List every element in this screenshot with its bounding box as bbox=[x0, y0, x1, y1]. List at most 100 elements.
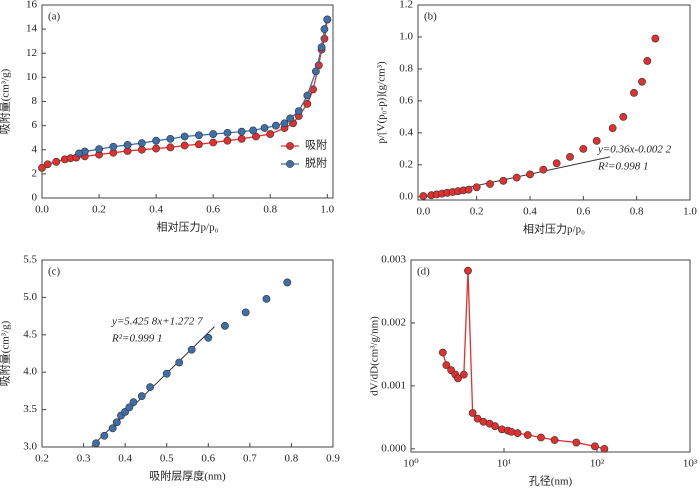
series-line bbox=[442, 270, 605, 450]
point bbox=[123, 141, 132, 149]
annotation: y=5.425 8x+1.272 7 bbox=[111, 316, 203, 328]
point bbox=[137, 145, 146, 154]
point bbox=[550, 436, 559, 444]
point bbox=[95, 145, 103, 154]
point bbox=[137, 139, 146, 148]
point bbox=[152, 136, 161, 145]
y-axis-label: p/[V(p₀-p)](g/cm³) bbox=[376, 61, 388, 144]
point bbox=[129, 398, 138, 407]
point bbox=[223, 136, 232, 145]
point bbox=[52, 157, 61, 166]
point bbox=[166, 143, 175, 152]
point bbox=[237, 127, 246, 136]
point bbox=[303, 91, 312, 100]
x-tick-label: 0.8 bbox=[263, 204, 277, 216]
point bbox=[286, 114, 295, 123]
point bbox=[454, 374, 462, 383]
point bbox=[38, 163, 46, 172]
x-tick-label: 0.9 bbox=[326, 453, 340, 465]
point bbox=[512, 173, 521, 182]
point bbox=[75, 149, 83, 158]
point bbox=[112, 418, 121, 427]
point bbox=[272, 121, 280, 130]
x-tick-label: 0.2 bbox=[470, 206, 484, 218]
panel-letter: (d) bbox=[417, 266, 430, 278]
plot-frame bbox=[41, 4, 334, 199]
point bbox=[204, 333, 213, 342]
point bbox=[162, 369, 171, 378]
y-tick-label: 0.2 bbox=[399, 158, 413, 170]
point bbox=[468, 409, 477, 417]
x-axis-label: 相对压力p/p₀ bbox=[157, 220, 219, 234]
plot-frame bbox=[417, 4, 691, 201]
x-tick-label: 0.8 bbox=[630, 206, 644, 218]
y-tick-label: 16 bbox=[26, 0, 38, 11]
panel-letter: (a) bbox=[48, 11, 61, 23]
y-axis-label: 吸附量(cm³/g) bbox=[0, 320, 12, 386]
point bbox=[223, 128, 232, 137]
y-tick-label: 1.0 bbox=[399, 30, 413, 42]
point bbox=[100, 431, 109, 440]
x-axis-label: 相对压力p/p₀ bbox=[523, 222, 585, 236]
point bbox=[537, 433, 545, 442]
point bbox=[459, 370, 468, 379]
point bbox=[175, 358, 184, 367]
y-tick-label: 0 bbox=[32, 192, 38, 204]
y-tick-label: 0.4 bbox=[399, 126, 413, 138]
y-tick-label: 2 bbox=[32, 167, 38, 179]
point bbox=[592, 136, 601, 145]
x-tick-label: 1.0 bbox=[320, 204, 334, 216]
point bbox=[320, 25, 329, 34]
y-tick-label: 0.002 bbox=[381, 316, 406, 328]
y-tick-label: 0.8 bbox=[399, 62, 413, 74]
point bbox=[221, 321, 229, 330]
y-tick-label: 3.5 bbox=[23, 403, 37, 415]
point bbox=[619, 112, 628, 121]
panel-letter: (b) bbox=[424, 11, 437, 23]
y-tick-label: 12 bbox=[26, 47, 37, 59]
y-tick-label: 1.2 bbox=[399, 0, 413, 11]
x-tick-label: 0.6 bbox=[576, 206, 590, 218]
point bbox=[137, 392, 146, 401]
point bbox=[241, 308, 250, 317]
y-tick-label: 4.5 bbox=[23, 328, 37, 340]
x-tick-label: 0.4 bbox=[118, 453, 132, 465]
legend-marker bbox=[286, 142, 294, 150]
point bbox=[572, 438, 581, 447]
point bbox=[507, 427, 516, 436]
point bbox=[294, 107, 303, 116]
point bbox=[630, 89, 638, 97]
y-tick-label: 14 bbox=[26, 23, 38, 35]
x-tick-label: 0.3 bbox=[77, 453, 91, 465]
y-tick-label: 6 bbox=[32, 119, 38, 131]
point bbox=[195, 131, 203, 140]
point bbox=[303, 100, 312, 108]
point bbox=[491, 422, 499, 431]
y-axis-label: dV/dD(cm³/g/nm) bbox=[369, 316, 381, 396]
legend-label: 吸附 bbox=[305, 138, 327, 152]
x-tick-label: 0.2 bbox=[35, 453, 49, 465]
y-tick-label: 3.0 bbox=[23, 441, 37, 453]
point bbox=[552, 159, 561, 168]
y-tick-label: 4 bbox=[32, 143, 38, 155]
point bbox=[166, 134, 175, 143]
y-tick-label: 0.0 bbox=[399, 190, 413, 202]
point bbox=[43, 160, 52, 169]
point bbox=[317, 43, 326, 52]
point bbox=[499, 176, 508, 185]
point bbox=[152, 144, 161, 153]
x-tick-label: 0.2 bbox=[92, 204, 106, 216]
legend-label: 脱附 bbox=[305, 156, 327, 170]
x-tick-label: 0.4 bbox=[149, 204, 163, 216]
y-tick-label: 8 bbox=[32, 95, 38, 107]
point bbox=[526, 170, 534, 179]
y-axis-label: 吸附量(cm³/g) bbox=[0, 68, 12, 134]
point bbox=[266, 130, 275, 138]
y-tick-label: 0.6 bbox=[399, 94, 413, 106]
point bbox=[108, 424, 117, 433]
point bbox=[92, 439, 100, 448]
point bbox=[209, 130, 218, 138]
point bbox=[464, 266, 472, 275]
point bbox=[486, 180, 494, 188]
point bbox=[209, 138, 218, 147]
